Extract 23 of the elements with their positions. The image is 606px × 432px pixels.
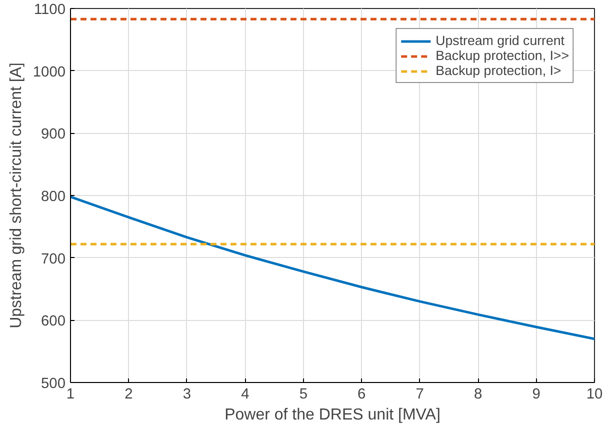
y-axis-title: Upstream grid short-circuit current [A] bbox=[8, 62, 25, 328]
x-tick-label: 3 bbox=[182, 386, 192, 402]
y-tick-label: 600 bbox=[41, 314, 66, 330]
x-tick-label: 2 bbox=[124, 386, 133, 402]
x-tick-label: 8 bbox=[474, 386, 482, 402]
x-tick-label: 1 bbox=[66, 386, 75, 402]
legend-label: Backup protection, I> bbox=[436, 63, 562, 78]
y-tick-label: 800 bbox=[41, 189, 66, 205]
line-series bbox=[70, 195, 594, 340]
x-tick-label: 5 bbox=[299, 386, 308, 402]
y-tick-label: 1100 bbox=[34, 2, 66, 18]
x-tick-label: 9 bbox=[532, 386, 540, 402]
legend-label: Backup protection, I>> bbox=[436, 48, 569, 63]
legend-label: Upstream grid current bbox=[436, 33, 565, 48]
y-tick-label: 500 bbox=[41, 376, 66, 392]
x-axis-title: Power of the DRES unit [MVA] bbox=[224, 406, 440, 424]
y-tick-label: 1000 bbox=[32, 64, 66, 80]
x-tick-label: 4 bbox=[241, 386, 250, 402]
y-tick-label: 700 bbox=[41, 251, 66, 268]
x-tick-label: 7 bbox=[416, 386, 424, 402]
x-tick-label: 10 bbox=[586, 386, 603, 402]
y-tick-label: 900 bbox=[41, 126, 66, 143]
x-tick-label: 6 bbox=[358, 386, 366, 402]
